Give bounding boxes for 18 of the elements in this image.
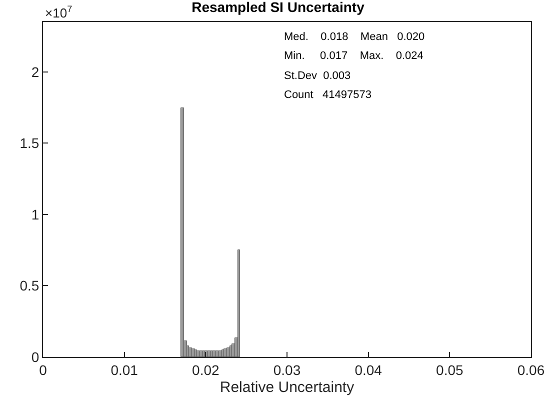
annotation: Med. 0.018 Mean 0.020 (284, 31, 425, 43)
chart-title: Resampled SI Uncertainty (192, 0, 365, 15)
x-tick-label: 0.05 (436, 362, 464, 378)
annotation: St.Dev 0.003 (284, 70, 351, 82)
text: ×10$^{7}$ (45, 4, 72, 20)
x-tick-label: 0.02 (192, 362, 220, 378)
x-tick-label: 0.04 (354, 362, 382, 378)
y-tick-label: 0 (31, 348, 40, 365)
x-tick-label: 0.01 (110, 362, 138, 378)
x-tick-label: 0.03 (273, 362, 301, 378)
y-tick-label: 0.5 (20, 278, 40, 294)
annotation: Count 41497573 (284, 89, 372, 101)
x-tick-label: 0.06 (517, 362, 545, 378)
x-axis-title: Relative Uncertainty (220, 378, 355, 396)
y-tick-label: 2 (31, 64, 40, 80)
annotation: Min. 0.017 Max. 0.024 (284, 50, 424, 62)
y-tick-label: 1.5 (20, 135, 40, 152)
y-tick-label: 1 (31, 206, 40, 222)
